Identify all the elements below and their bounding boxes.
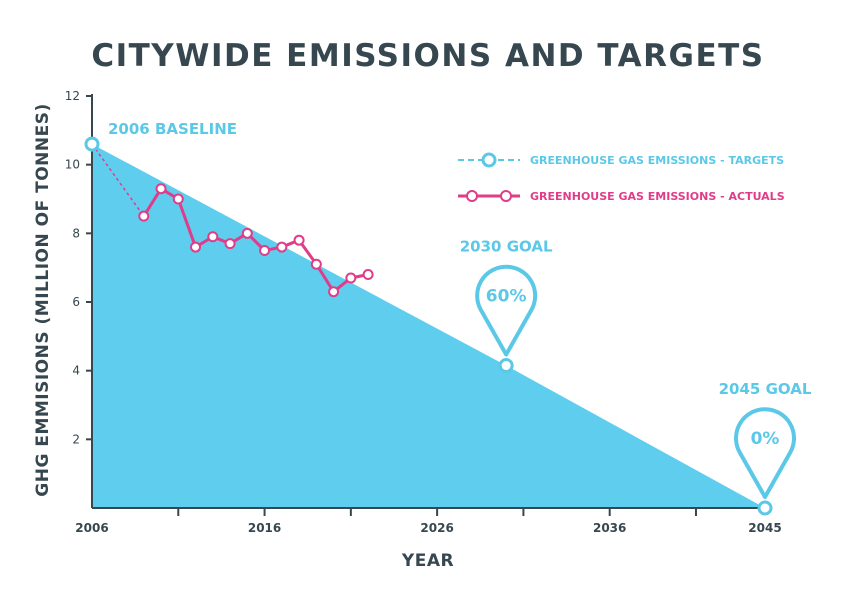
actuals-data-point xyxy=(138,210,150,222)
y-tick-label: 8 xyxy=(72,226,80,240)
target-data-point xyxy=(757,500,773,516)
actuals-data-point xyxy=(310,258,322,270)
goal-2045-pin-marker xyxy=(734,407,796,499)
goal-2030-pin-marker xyxy=(475,264,538,357)
goal-2030-pin-value: 60% xyxy=(486,287,527,307)
y-axis-title: GHG EMMISIONS (MILLION OF TONNES) xyxy=(33,103,53,496)
y-tick-label: 4 xyxy=(72,364,80,378)
actuals-data-point xyxy=(241,227,253,239)
target-data-point xyxy=(498,358,514,374)
chart-title: CITYWIDE EMISSIONS AND TARGETS xyxy=(91,38,764,74)
actuals-data-point xyxy=(259,245,271,256)
x-tick-label: 2006 xyxy=(75,521,108,535)
y-tick-label: 10 xyxy=(65,158,80,172)
baseline-label: 2006 BASELINE xyxy=(108,120,237,138)
actuals-data-point xyxy=(190,241,202,253)
goal-2045-label: 2045 GOAL xyxy=(719,380,812,398)
x-tick-label: 2036 xyxy=(593,521,626,535)
goal-2045-pin-value: 0% xyxy=(751,429,780,449)
legend-targets-label: GREENHOUSE GAS EMISSIONS - TARGETS xyxy=(530,154,784,167)
target-data-point xyxy=(84,136,100,152)
actuals-data-point xyxy=(155,183,167,195)
x-tick-label: 2016 xyxy=(248,521,281,535)
legend-actuals-label: GREENHOUSE GAS EMISSIONS - ACTUALS xyxy=(530,190,785,203)
x-axis-title: YEAR xyxy=(401,551,454,571)
actuals-data-point xyxy=(345,272,357,284)
legend-actuals-marker xyxy=(466,190,478,202)
y-tick-label: 2 xyxy=(72,432,80,446)
actuals-data-point xyxy=(328,286,340,298)
actuals-data-point xyxy=(276,241,288,253)
y-tick-label: 12 xyxy=(65,89,80,103)
actuals-data-point xyxy=(207,231,219,243)
target-area-fill xyxy=(92,144,765,509)
actuals-data-point xyxy=(224,238,236,250)
goal-2030-label: 2030 GOAL xyxy=(460,238,553,256)
baseline-connector-line xyxy=(91,143,145,217)
x-tick-label: 2026 xyxy=(420,521,453,535)
actuals-data-point xyxy=(172,193,184,205)
actuals-data-point xyxy=(362,269,374,281)
y-tick-label: 6 xyxy=(72,295,80,309)
legend-actuals-marker xyxy=(500,190,512,202)
x-tick-label: 2045 xyxy=(748,521,781,535)
legend-targets-marker xyxy=(481,152,497,168)
actuals-data-point xyxy=(293,234,305,246)
